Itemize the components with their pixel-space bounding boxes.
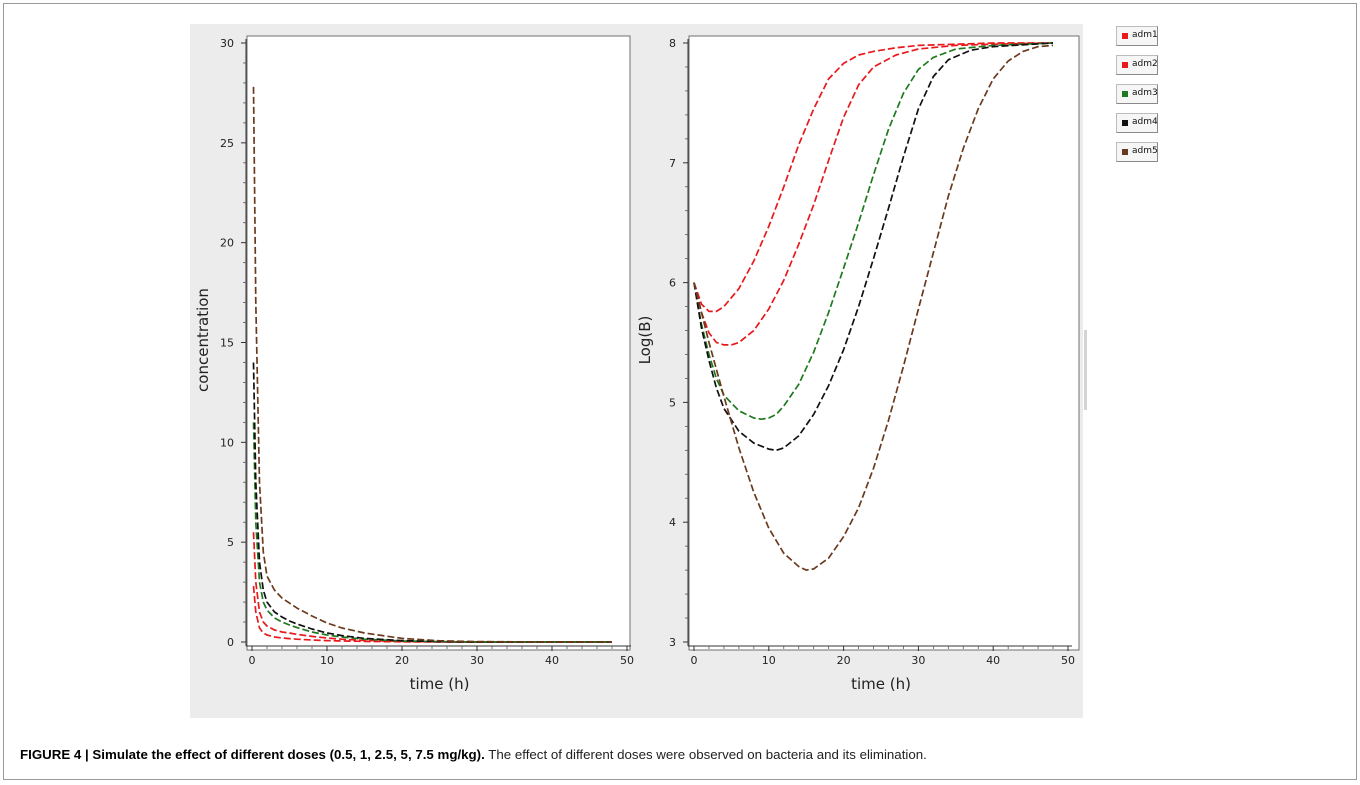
- x-tick-label: 30: [911, 654, 925, 667]
- legend-swatch: [1122, 33, 1128, 39]
- legend-label: adm1: [1132, 30, 1158, 40]
- y-tick-label: 8: [669, 37, 676, 50]
- y-tick-label: 6: [669, 277, 676, 290]
- y-tick-label: 4: [669, 516, 676, 529]
- x-tick-label: 10: [320, 654, 334, 667]
- legend-label: adm2: [1132, 59, 1158, 69]
- right-plot-area: [688, 35, 1080, 651]
- x-tick-label: 50: [1061, 654, 1075, 667]
- figure-caption: FIGURE 4 | Simulate the effect of differ…: [20, 746, 1350, 764]
- legend-label: adm3: [1132, 88, 1158, 98]
- right-chart: 3 4 5 6 7 8 0 10 20 30 40 50 time (h) Log(B): [636, 37, 1075, 693]
- x-tick-label: 0: [249, 654, 256, 667]
- x-tick-label: 30: [470, 654, 484, 667]
- legend-item-adm3[interactable]: adm3: [1116, 84, 1158, 104]
- y-tick-label: 15: [220, 337, 234, 350]
- series-line-adm2: [693, 42, 1054, 346]
- series-line-adm4: [252, 362, 612, 643]
- series-line-adm1: [693, 42, 1053, 313]
- x-axis-label: time (h): [410, 675, 470, 693]
- x-tick-label: 0: [691, 654, 698, 667]
- legend-swatch: [1122, 120, 1128, 126]
- x-axis-label: time (h): [851, 675, 911, 693]
- y-tick-label: 5: [227, 536, 234, 549]
- left-chart: 0 5 10 15 20 25 30 0 10 20 30 40 50 time (h) concentra…: [194, 37, 634, 693]
- y-tick-label: 20: [220, 237, 234, 250]
- x-tick-label: 20: [837, 654, 851, 667]
- figure-frame: [3, 3, 1357, 780]
- caption-text: The effect of different doses were obser…: [484, 747, 927, 762]
- x-tick-label: 50: [620, 654, 634, 667]
- x-tick-label: 40: [986, 654, 1000, 667]
- x-tick-label: 10: [762, 654, 776, 667]
- legend-swatch: [1122, 149, 1128, 155]
- y-tick-label: 25: [220, 137, 234, 150]
- y-tick-label: 30: [220, 37, 234, 50]
- legend-item-adm4[interactable]: adm4: [1116, 113, 1158, 133]
- legend-label: adm5: [1132, 146, 1158, 156]
- series-line-adm5: [693, 44, 1054, 571]
- caption-bold: FIGURE 4 | Simulate the effect of differ…: [20, 747, 485, 762]
- x-tick-label: 40: [545, 654, 559, 667]
- legend-item-adm5[interactable]: adm5: [1116, 142, 1158, 162]
- panel-splitter-grip[interactable]: [1084, 330, 1087, 410]
- y-tick-label: 7: [669, 157, 676, 170]
- y-tick-label: 5: [669, 396, 676, 409]
- y-axis-label: concentration: [194, 288, 212, 392]
- legend-swatch: [1122, 62, 1128, 68]
- y-tick-label: 0: [227, 636, 234, 649]
- legend-label: adm4: [1132, 117, 1158, 127]
- y-tick-label: 10: [220, 436, 234, 449]
- series-line-adm5: [252, 86, 612, 643]
- y-axis-label: Log(B): [636, 316, 654, 365]
- legend-swatch: [1122, 91, 1128, 97]
- series-line-adm3: [252, 422, 612, 643]
- x-tick-label: 20: [395, 654, 409, 667]
- left-plot-area: [246, 35, 631, 651]
- y-tick-label: 3: [669, 636, 676, 649]
- series-line-adm4: [693, 42, 1054, 452]
- legend-item-adm2[interactable]: adm2: [1116, 55, 1158, 75]
- legend-item-adm1[interactable]: adm1: [1116, 26, 1158, 46]
